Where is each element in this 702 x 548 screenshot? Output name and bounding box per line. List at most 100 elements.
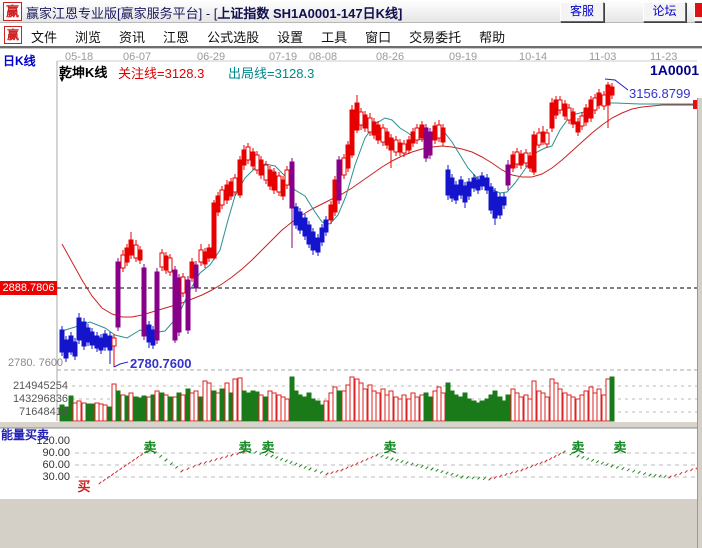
indicator-tick bbox=[509, 471, 513, 475]
volume-bar bbox=[271, 392, 277, 422]
candle bbox=[401, 143, 407, 154]
low-annotation-line bbox=[113, 361, 129, 368]
customer-service-button[interactable]: 客服 bbox=[560, 2, 604, 22]
indicator-tick bbox=[395, 458, 399, 462]
candle bbox=[146, 324, 152, 343]
volume-bar bbox=[85, 403, 91, 422]
menu-item-6[interactable]: 工具 bbox=[321, 30, 348, 45]
volume-bar bbox=[115, 390, 121, 422]
volume-bar bbox=[258, 394, 264, 422]
forum-button[interactable]: 论坛 bbox=[643, 2, 686, 22]
date-tick: 08-26 bbox=[376, 51, 405, 63]
menu-item-9[interactable]: 帮助 bbox=[479, 30, 506, 45]
volume-bar bbox=[141, 395, 147, 422]
volume-bar bbox=[449, 390, 455, 422]
candle bbox=[514, 151, 520, 165]
volume-bar bbox=[111, 383, 117, 422]
volume-bar bbox=[328, 392, 334, 422]
candle bbox=[206, 247, 212, 259]
volume-bar bbox=[553, 382, 559, 422]
indicator-tick bbox=[169, 462, 173, 466]
volume-bar bbox=[94, 402, 100, 422]
menu-separator bbox=[0, 46, 702, 49]
candle bbox=[557, 99, 563, 111]
menu-item-7[interactable]: 窗口 bbox=[365, 30, 392, 45]
candle bbox=[237, 159, 243, 196]
candle bbox=[228, 181, 234, 197]
window-title-symbol: 上证指数 SH1A0001-147日K线] bbox=[217, 6, 403, 21]
candle bbox=[336, 159, 342, 201]
candle bbox=[501, 196, 507, 206]
menu-item-8[interactable]: 交易委托 bbox=[409, 30, 462, 45]
volume-bar bbox=[211, 390, 217, 422]
buy-signal: 买 bbox=[77, 479, 90, 494]
volume-bar bbox=[579, 394, 585, 422]
volume-bar bbox=[358, 382, 364, 422]
sell-signal: 卖 bbox=[571, 440, 584, 455]
kline-type-dropdown[interactable]: 乾坤K线 bbox=[59, 65, 108, 80]
candle bbox=[553, 99, 559, 116]
menu-item-3[interactable]: 江恩 bbox=[163, 30, 190, 45]
kline-chart-area[interactable]: 卖卖卖卖卖卖买 日K线 乾坤K线 ▼ 关注线=3128.3 出局线=3128.3… bbox=[0, 49, 702, 548]
date-tick: 05-18 bbox=[65, 51, 94, 63]
indicator-tick bbox=[465, 475, 470, 479]
indicator-tick bbox=[298, 464, 303, 468]
menu-item-1[interactable]: 浏览 bbox=[75, 30, 102, 45]
kline-plot[interactable]: 卖卖卖卖卖卖买 bbox=[0, 49, 702, 499]
volume-bar bbox=[349, 376, 355, 422]
indicator-tick bbox=[380, 454, 384, 458]
menu-item-5[interactable]: 设置 bbox=[277, 30, 304, 45]
volume-bar bbox=[479, 400, 485, 422]
candle bbox=[479, 175, 485, 187]
menu-item-4[interactable]: 公式选股 bbox=[207, 30, 260, 45]
menu-item-0[interactable]: 文件 bbox=[31, 30, 58, 45]
volume-bar bbox=[107, 406, 113, 422]
volume-bar bbox=[254, 391, 260, 422]
volume-bar bbox=[224, 382, 230, 422]
date-tick: 11-03 bbox=[589, 51, 617, 63]
indicator-tick bbox=[610, 464, 614, 468]
indicator-tick bbox=[605, 463, 609, 467]
candle bbox=[120, 254, 126, 269]
indicator-tick bbox=[493, 475, 497, 480]
volume-bar bbox=[81, 402, 87, 422]
candle bbox=[284, 169, 290, 186]
indicator-tick bbox=[405, 461, 409, 465]
volume-bar bbox=[68, 395, 74, 422]
indicator-tick bbox=[600, 461, 604, 465]
chevron-down-icon[interactable]: ▼ bbox=[58, 75, 66, 84]
candle bbox=[497, 196, 503, 216]
volume-bar bbox=[297, 394, 303, 422]
candle bbox=[241, 149, 247, 166]
indicator-tick bbox=[435, 468, 439, 472]
indicator-tick bbox=[615, 465, 620, 469]
menu-logo-icon[interactable]: 赢 bbox=[4, 26, 22, 44]
indicator-tick bbox=[482, 477, 487, 481]
candle bbox=[137, 249, 143, 261]
volume-bar bbox=[549, 378, 555, 422]
candle bbox=[345, 144, 351, 169]
menu-item-2[interactable]: 资讯 bbox=[119, 30, 146, 45]
indicator-tick bbox=[186, 467, 190, 471]
volume-bar bbox=[518, 396, 524, 422]
candle bbox=[94, 335, 100, 349]
volume-bar bbox=[72, 402, 78, 422]
indicator-tick bbox=[214, 457, 218, 462]
candle bbox=[332, 179, 338, 213]
volume-bar bbox=[492, 390, 498, 422]
right-edge-strip bbox=[697, 98, 702, 548]
indicator-tick bbox=[159, 454, 163, 458]
indicator-tick bbox=[590, 458, 595, 462]
volume-bar bbox=[575, 398, 581, 422]
indicator-tick bbox=[544, 459, 548, 463]
volume-bar bbox=[128, 392, 134, 422]
candle bbox=[224, 184, 230, 201]
candle bbox=[484, 177, 490, 191]
volume-bar bbox=[215, 392, 221, 422]
indicator-axis-label: 90.00 bbox=[42, 447, 70, 459]
sell-signal: 卖 bbox=[261, 440, 274, 455]
volume-bar bbox=[367, 384, 373, 422]
indicator-tick bbox=[548, 457, 553, 461]
volume-bar bbox=[302, 396, 308, 422]
